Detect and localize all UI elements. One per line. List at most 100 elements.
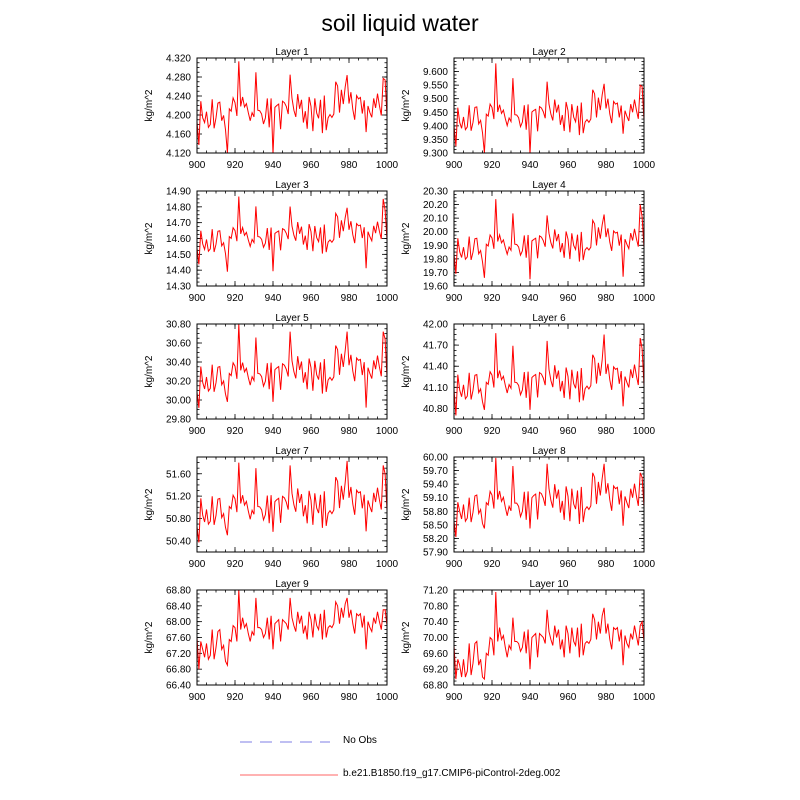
x-tick-label: 1000 — [633, 293, 656, 304]
panel-layer-4: Layer 4 kg/m^2 900 920 940 960 980 1000 19.60 19.… — [401, 180, 656, 304]
y-tick-label: 4.320 — [166, 54, 191, 65]
y-tick-label: 70.40 — [423, 617, 448, 628]
y-tick-label: 70.00 — [423, 633, 448, 644]
x-tick-label: 940 — [265, 692, 282, 703]
x-tick-label: 900 — [446, 293, 463, 304]
series-line — [454, 199, 644, 280]
x-tick-label: 980 — [598, 559, 615, 570]
x-tick-label: 900 — [446, 426, 463, 437]
x-tick-label: 980 — [598, 426, 615, 437]
x-tick-label: 960 — [303, 160, 320, 171]
y-axis-label: kg/m^2 — [401, 355, 412, 387]
series-line — [197, 460, 387, 543]
series-line — [197, 196, 387, 272]
series-line — [197, 61, 387, 153]
panel-layer-1: Layer 1 kg/m^2 900 920 940 960 980 1000 4.120 4.1… — [144, 47, 399, 171]
x-tick-label: 920 — [484, 160, 501, 171]
y-tick-label: 30.80 — [166, 320, 191, 331]
y-tick-label: 68.80 — [166, 586, 191, 597]
x-tick-label: 940 — [265, 559, 282, 570]
y-tick-label: 19.90 — [423, 241, 448, 252]
x-tick-label: 960 — [560, 559, 577, 570]
y-tick-label: 14.70 — [166, 218, 191, 229]
y-tick-label: 58.20 — [423, 534, 448, 545]
x-tick-label: 920 — [227, 426, 244, 437]
x-tick-label: 940 — [522, 426, 539, 437]
panel-layer-10: Layer 10 kg/m^2 900 920 940 960 980 1000 68.80 69… — [401, 579, 656, 703]
panel-title: Layer 3 — [275, 180, 309, 191]
x-tick-label: 980 — [598, 293, 615, 304]
y-tick-label: 14.40 — [166, 266, 191, 277]
x-tick-label: 940 — [522, 559, 539, 570]
y-tick-label: 4.160 — [166, 130, 191, 141]
panel-title: Layer 9 — [275, 579, 309, 590]
y-tick-label: 50.40 — [166, 536, 191, 547]
y-tick-label: 20.00 — [423, 227, 448, 238]
x-tick-label: 940 — [522, 160, 539, 171]
y-tick-label: 4.240 — [166, 92, 191, 103]
y-axis-label: kg/m^2 — [144, 355, 155, 387]
y-tick-label: 14.80 — [166, 202, 191, 213]
x-tick-label: 920 — [484, 426, 501, 437]
x-tick-label: 940 — [265, 293, 282, 304]
y-axis-label: kg/m^2 — [401, 621, 412, 653]
x-tick-label: 960 — [303, 426, 320, 437]
x-tick-label: 900 — [189, 692, 206, 703]
y-tick-label: 9.500 — [423, 94, 448, 105]
plot-frame — [453, 456, 645, 553]
x-tick-label: 920 — [227, 293, 244, 304]
y-tick-label: 41.10 — [423, 383, 448, 394]
x-tick-label: 900 — [189, 426, 206, 437]
y-tick-label: 66.40 — [166, 681, 191, 692]
y-tick-label: 69.20 — [423, 665, 448, 676]
y-tick-label: 69.60 — [423, 649, 448, 660]
legend-swatch-model — [240, 774, 338, 776]
x-tick-label: 980 — [598, 692, 615, 703]
panel-title: Layer 8 — [532, 446, 566, 457]
y-tick-label: 68.40 — [166, 601, 191, 612]
y-tick-label: 51.60 — [166, 469, 191, 480]
y-tick-label: 59.10 — [423, 493, 448, 504]
y-tick-label: 4.280 — [166, 73, 191, 84]
y-tick-label: 9.600 — [423, 67, 448, 78]
y-tick-label: 41.40 — [423, 362, 448, 373]
x-tick-label: 900 — [189, 160, 206, 171]
x-tick-label: 980 — [341, 559, 358, 570]
x-tick-label: 900 — [446, 559, 463, 570]
x-tick-label: 960 — [560, 692, 577, 703]
x-tick-label: 1000 — [633, 160, 656, 171]
panel-title: Layer 5 — [275, 313, 309, 324]
y-tick-label: 9.450 — [423, 108, 448, 119]
plot-frame — [196, 589, 388, 686]
legend-label-obs: No Obs — [343, 735, 377, 746]
y-tick-label: 14.60 — [166, 234, 191, 245]
x-tick-label: 900 — [189, 293, 206, 304]
x-tick-label: 920 — [227, 559, 244, 570]
x-tick-label: 900 — [446, 160, 463, 171]
plot-frame — [196, 456, 388, 553]
y-tick-label: 67.60 — [166, 633, 191, 644]
panel-layer-7: Layer 7 kg/m^2 900 920 940 960 980 1000 50.40 50.… — [144, 446, 399, 570]
y-axis-label: kg/m^2 — [144, 621, 155, 653]
y-tick-label: 19.60 — [423, 282, 448, 293]
x-tick-label: 920 — [484, 692, 501, 703]
x-tick-label: 1000 — [376, 559, 399, 570]
y-tick-label: 9.400 — [423, 121, 448, 132]
y-tick-label: 4.200 — [166, 111, 191, 122]
plot-frame — [453, 190, 645, 287]
series-line — [197, 590, 387, 670]
y-tick-label: 40.80 — [423, 404, 448, 415]
panel-title: Layer 7 — [275, 446, 309, 457]
x-tick-label: 960 — [560, 293, 577, 304]
x-tick-label: 900 — [189, 559, 206, 570]
x-tick-label: 1000 — [376, 293, 399, 304]
plot-frame — [453, 57, 645, 154]
x-tick-label: 920 — [227, 160, 244, 171]
panel-layer-9: Layer 9 kg/m^2 900 920 940 960 980 1000 66.40 66.… — [144, 579, 399, 703]
plot-frame — [196, 57, 388, 154]
series-line — [454, 333, 644, 416]
x-tick-label: 1000 — [376, 692, 399, 703]
x-tick-label: 960 — [560, 160, 577, 171]
y-tick-label: 71.20 — [423, 586, 448, 597]
y-tick-label: 30.60 — [166, 339, 191, 350]
